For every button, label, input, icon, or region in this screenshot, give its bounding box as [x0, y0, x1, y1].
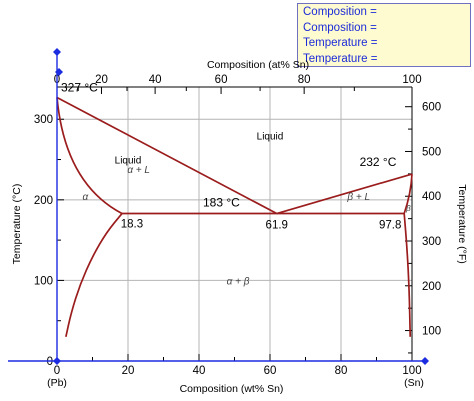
annotation-label: 327 °C	[61, 80, 98, 94]
y-tick-label-right: 400	[422, 191, 441, 203]
x-axis-title-top: Composition (at% Sn)	[207, 59, 309, 71]
composition-readout-2: Composition =	[303, 21, 377, 34]
annotation-label: 97.8	[379, 220, 401, 232]
x-axis-title-bottom: Composition (wt% Sn)	[180, 383, 284, 395]
annotation-label: 61.9	[266, 220, 288, 232]
region-labels: 0204060801000204060801000100200300100200…	[11, 59, 468, 395]
curve-liquidus-right	[276, 173, 413, 215]
y-tick-label-right: 300	[422, 236, 441, 248]
x-tick-label-top: 20	[95, 74, 108, 86]
y-tick-label-left: 100	[34, 275, 53, 287]
y-tick-label-left: 0	[47, 356, 53, 368]
y-tick-label-right: 600	[422, 102, 441, 114]
x-tick-label-top: 60	[215, 74, 228, 86]
y-axis-title-right: Temperature (°F)	[456, 184, 468, 263]
phase-boundaries	[56, 96, 413, 338]
x-tick-label-top: 80	[298, 74, 311, 86]
y-tick-label-left: 300	[34, 114, 53, 126]
x-tick-label-bottom: 100	[402, 365, 421, 377]
x-tick-label-top: 100	[402, 74, 421, 86]
annotation-label: β + L	[346, 192, 370, 203]
temperature-readout-1: Temperature =	[303, 37, 378, 49]
y-tick-label-right: 100	[422, 326, 441, 338]
curve-liquidus-left	[56, 96, 278, 215]
curve-solidus-beta	[403, 173, 413, 214]
curve-solidus-alpha	[56, 97, 123, 215]
curve-solvus-alpha	[65, 212, 123, 338]
annotation-label: α + β	[227, 276, 250, 287]
y-tick-label-right: 200	[422, 281, 441, 293]
x-tick-label-bottom: 60	[264, 365, 277, 377]
annotation-label: Liquid	[115, 156, 142, 167]
annotation-label: α + L	[127, 165, 150, 176]
y-axis-title-left: Temperature (°C)	[11, 184, 23, 265]
drag-handles[interactable]	[8, 48, 429, 365]
grid	[57, 87, 412, 361]
annotation-label: α	[83, 192, 89, 203]
x-tick-label-bottom: 80	[335, 365, 348, 377]
endpoint-label-pb: (Pb)	[47, 377, 67, 389]
readout-panel: Composition = Composition = Temperature …	[297, 3, 471, 67]
annotation-label: β	[405, 204, 411, 213]
curve-solvus-beta	[403, 213, 412, 337]
composition-readout-1: Composition =	[303, 6, 377, 18]
annotation-label: 183 °C	[203, 196, 240, 210]
y-tick-label-left: 200	[34, 195, 53, 207]
x-tick-label-top: 40	[149, 74, 162, 86]
temperature-readout-2: Temperature =	[303, 52, 378, 65]
y-tick-label-right: 500	[422, 146, 441, 158]
endpoint-label-sn: (Sn)	[404, 377, 424, 389]
annotation-label: 18.3	[121, 219, 143, 231]
axes	[56, 86, 413, 362]
annotation-label: 232 °C	[360, 155, 397, 169]
annotation-label: Liquid	[257, 131, 284, 142]
x-tick-label-bottom: 40	[193, 365, 206, 377]
x-tick-label-bottom: 0	[54, 365, 60, 377]
x-tick-label-bottom: 20	[122, 365, 135, 377]
